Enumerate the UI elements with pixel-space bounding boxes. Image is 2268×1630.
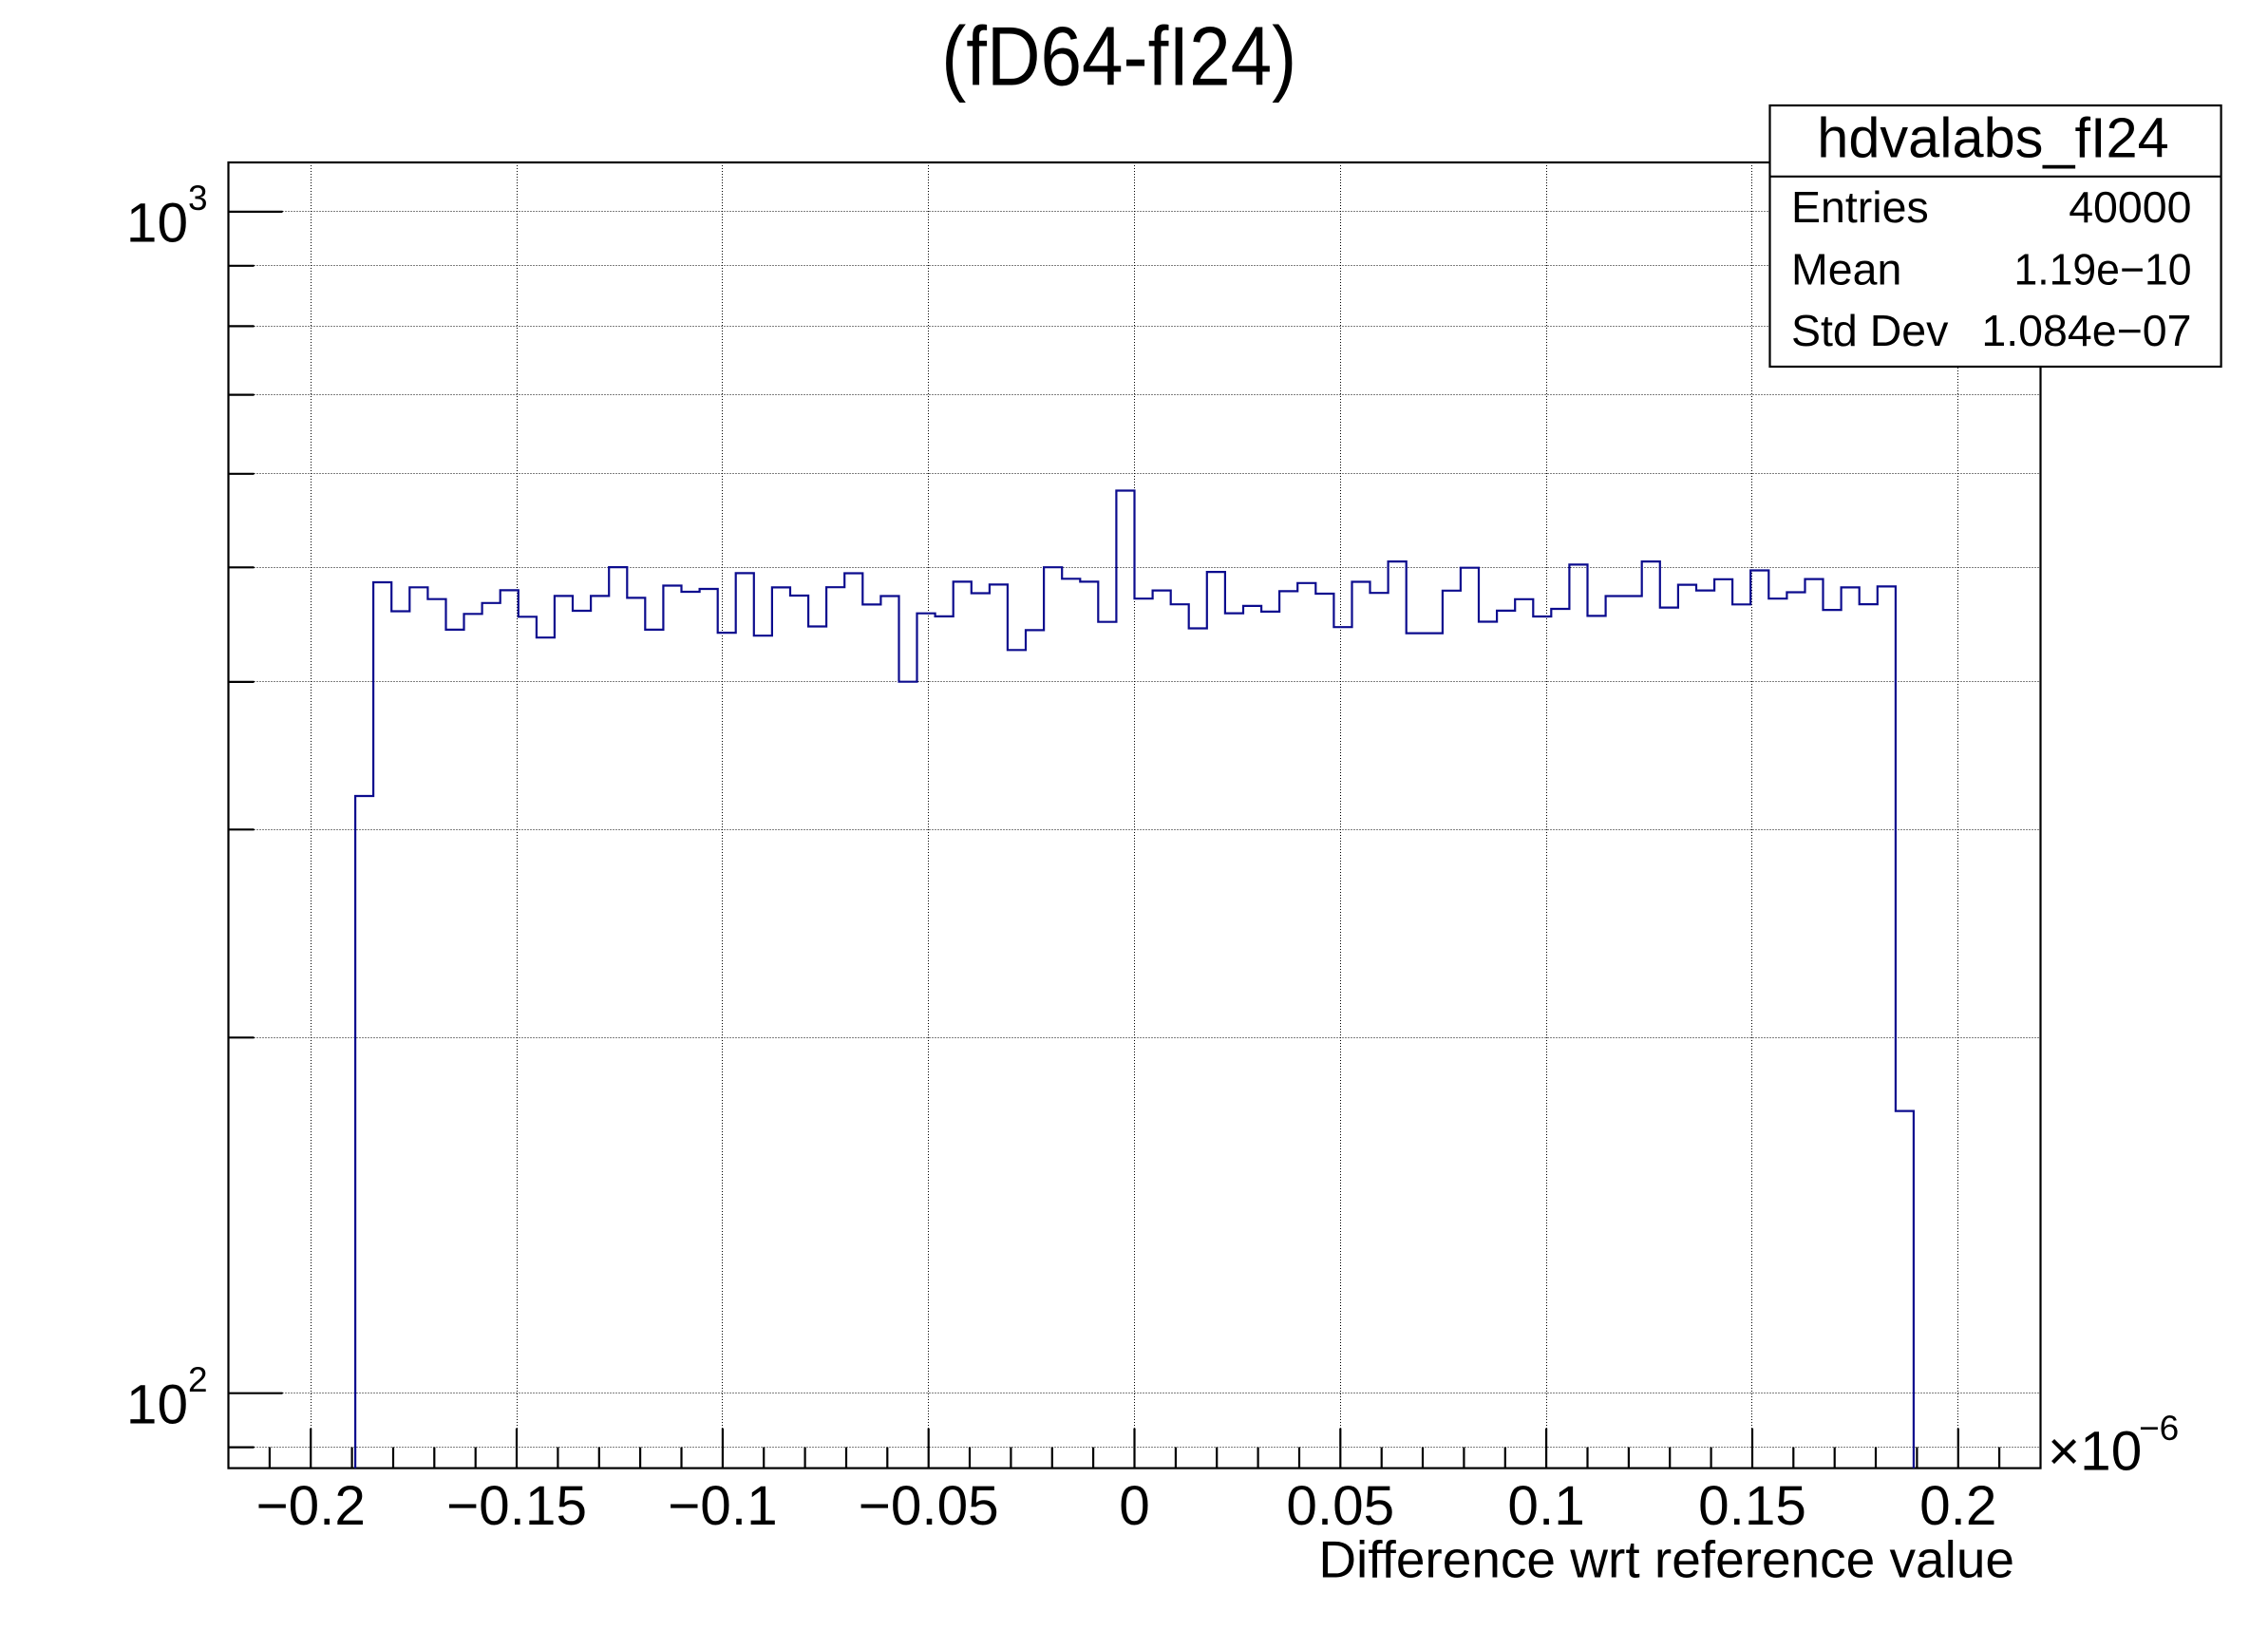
svg-text:(fD64-fI24): (fD64-fI24) [941,9,1296,104]
svg-text:2: 2 [188,1360,208,1399]
svg-text:0.15: 0.15 [1698,1475,1806,1537]
svg-text:1.084e−07: 1.084e−07 [1981,306,2191,355]
svg-text:10: 10 [126,193,188,255]
svg-text:0: 0 [1119,1475,1150,1537]
svg-text:3: 3 [188,179,208,218]
svg-text:−0.05: −0.05 [859,1475,999,1537]
svg-text:−0.2: −0.2 [255,1475,366,1537]
svg-text:0.2: 0.2 [1919,1475,1996,1537]
svg-text:Entries: Entries [1791,182,1929,232]
svg-text:10: 10 [126,1374,188,1435]
svg-text:Mean: Mean [1791,244,1901,294]
svg-text:0.05: 0.05 [1286,1475,1394,1537]
svg-text:Std Dev: Std Dev [1791,306,1949,355]
svg-text:0.1: 0.1 [1507,1475,1584,1537]
svg-text:×10: ×10 [2048,1421,2142,1483]
svg-text:−0.15: −0.15 [446,1475,587,1537]
svg-text:−0.1: −0.1 [668,1475,778,1537]
svg-text:40000: 40000 [2069,182,2191,232]
svg-text:Difference wrt reference value: Difference wrt reference value [1318,1530,2014,1589]
svg-text:hdvalabs_fI24: hdvalabs_fI24 [1817,106,2169,170]
svg-text:−6: −6 [2139,1409,2179,1448]
svg-text:1.19e−10: 1.19e−10 [2014,244,2192,294]
